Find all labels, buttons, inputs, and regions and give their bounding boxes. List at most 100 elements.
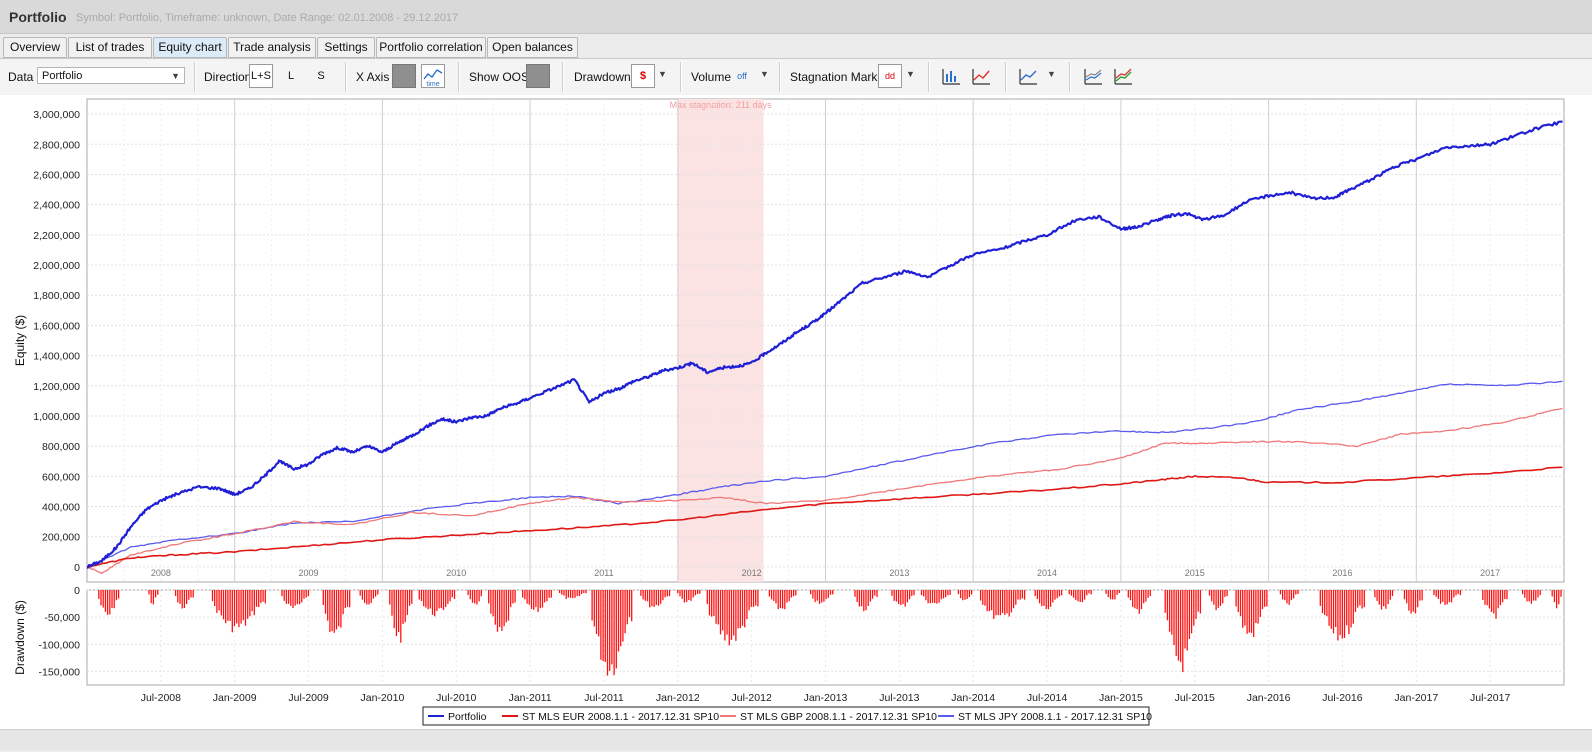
toolbar-divider [680,62,682,92]
equity-y-tick-label: 1,800,000 [33,290,80,302]
series-line-st-mls-jpy-2008-1-1-2017-12-31-sp10 [86,380,1563,568]
direction-short-button[interactable]: S [317,70,325,82]
equity-y-tick-label: 2,200,000 [33,230,80,242]
toolbar-divider [928,62,930,92]
trend-chevron-down-icon[interactable]: ▼ [1047,69,1056,79]
year-label: 2015 [1185,568,1205,578]
toolbar-divider [1069,62,1071,92]
title-bar: Portfolio Symbol: Portfolio, Timeframe: … [0,0,1592,34]
tab-overview[interactable]: Overview [3,37,67,58]
equity-y-tick-label: 800,000 [42,441,80,453]
legend-item: ST MLS GBP 2008.1.1 - 2017.12.31 SP10 [740,711,937,723]
year-label: 2012 [742,568,762,578]
volume-off-icon: off [737,71,747,81]
drawdown-dollar-button[interactable]: $ [631,64,655,88]
data-select-value: Portfolio [42,70,83,82]
equity-y-tick-label: 200,000 [42,532,80,544]
drawdown-y-tick-label: -150,000 [39,666,81,678]
equity-y-tick-label: 3,000,000 [33,109,80,121]
chart-bars-icon[interactable] [939,64,963,88]
stagnation-chevron-down-icon[interactable]: ▼ [906,69,915,79]
stagnation-band [677,99,764,582]
x-tick-label: Jan-2010 [361,692,405,704]
x-tick-label: Jan-2014 [951,692,995,704]
year-label: 2017 [1480,568,1500,578]
legend-item: Portfolio [448,711,487,723]
chart-trend-icon[interactable] [1016,64,1040,88]
toolbar-divider [562,62,564,92]
chart-line-icon[interactable] [969,64,993,88]
data-select[interactable]: Portfolio ▼ [37,67,185,84]
tab-list-of-trades[interactable]: List of trades [68,37,152,58]
tab-equity-chart[interactable]: Equity chart [153,37,227,58]
xaxis-time-button[interactable]: time [421,64,445,88]
series-line-st-mls-gbp-2008-1-1-2017-12-31-sp10 [86,407,1563,575]
equity-y-tick-label: 1,200,000 [33,381,80,393]
year-label: 2010 [446,568,466,578]
toolbar-divider [345,62,347,92]
x-tick-label: Jul-2011 [584,692,624,704]
x-tick-label: Jul-2017 [1470,692,1510,704]
stagnation-marker-button[interactable]: dd [878,64,902,88]
stagnation-marker-label: Stagnation Marker [790,70,889,84]
series-line-st-mls-eur-2008-1-1-2017-12-31-sp10 [86,466,1563,568]
x-tick-label: Jan-2011 [509,692,552,704]
drawdown-y-tick-label: -100,000 [39,639,81,651]
x-tick-label: Jul-2015 [1175,692,1215,704]
toolbar-divider [779,62,781,92]
equity-y-tick-label: 1,600,000 [33,320,80,332]
legend-item: ST MLS EUR 2008.1.1 - 2017.12.31 SP10 [522,711,719,723]
data-label: Data [8,70,34,84]
xaxis-time-text: time [426,81,439,87]
direction-long-short-button[interactable]: L+S [249,64,273,88]
show-oos-label: Show OOS [469,70,530,84]
x-tick-label: Jan-2012 [656,692,700,704]
equity-plot: Max stagnation: 211 days 0 200,000 400,000 6… [13,98,1565,583]
tab-open-balances[interactable]: Open balances [487,37,578,58]
year-label: 2008 [151,568,171,578]
x-tick-label: Jul-2013 [879,692,919,704]
legend: Portfolio ST MLS EUR 2008.1.1 - 2017.12.3… [422,706,1152,726]
x-tick-label: Jan-2015 [1099,692,1143,704]
equity-y-tick-label: 1,000,000 [33,411,80,423]
year-label: 2016 [1332,568,1352,578]
equity-y-tick-label: 2,600,000 [33,169,80,181]
tab-settings[interactable]: Settings [317,37,375,58]
x-tick-label: Jan-2013 [804,692,848,704]
chart-multi-series-icon[interactable] [1111,64,1135,88]
equity-y-tick-label: 2,400,000 [33,200,80,212]
resize-handle[interactable] [0,729,1592,750]
drawdown-y-tick-label: -50,000 [44,612,80,624]
volume-off-button[interactable]: off [730,64,754,88]
equity-y-tick-label: 0 [74,562,80,574]
drawdown-y-axis-label: Drawdown ($) [13,600,27,675]
x-tick-label: Jul-2008 [141,692,181,704]
toolbar-divider [194,62,196,92]
chart-compare-icon[interactable] [1081,64,1105,88]
page-title: Portfolio [9,9,67,25]
equity-y-tick-label: 400,000 [42,502,80,514]
chevron-down-icon: ▼ [171,71,180,81]
equity-chart-panel: Max stagnation: 211 days 0 200,000 400,000 6… [0,95,1592,749]
xaxis-trades-icon[interactable] [392,64,416,88]
x-tick-label: Jul-2010 [436,692,476,704]
xaxis-label: X Axis [356,70,390,84]
x-tick-label: Jul-2014 [1027,692,1067,704]
page-subtitle: Symbol: Portfolio, Timeframe: unknown, D… [76,12,459,24]
volume-chevron-down-icon[interactable]: ▼ [760,69,769,79]
drawdown-y-tick-label: 0 [74,585,80,597]
x-tick-label: Jul-2012 [732,692,772,704]
direction-long-button[interactable]: L [287,70,295,82]
tab-trade-analysis[interactable]: Trade analysis [228,37,316,58]
show-oos-toggle[interactable] [526,64,550,88]
toolbar-divider [458,62,460,92]
equity-y-axis-label: Equity ($) [13,315,27,366]
year-label: 2013 [889,568,909,578]
equity-chart[interactable]: Max stagnation: 211 days 0 200,000 400,000 6… [0,95,1592,749]
dollar-icon: $ [639,70,647,82]
drawdown-chevron-down-icon[interactable]: ▼ [658,69,667,79]
year-label: 2014 [1037,568,1057,578]
year-label: 2011 [594,568,613,578]
equity-y-tick-label: 2,000,000 [33,260,80,272]
tab-portfolio-correlation[interactable]: Portfolio correlation [376,37,486,58]
